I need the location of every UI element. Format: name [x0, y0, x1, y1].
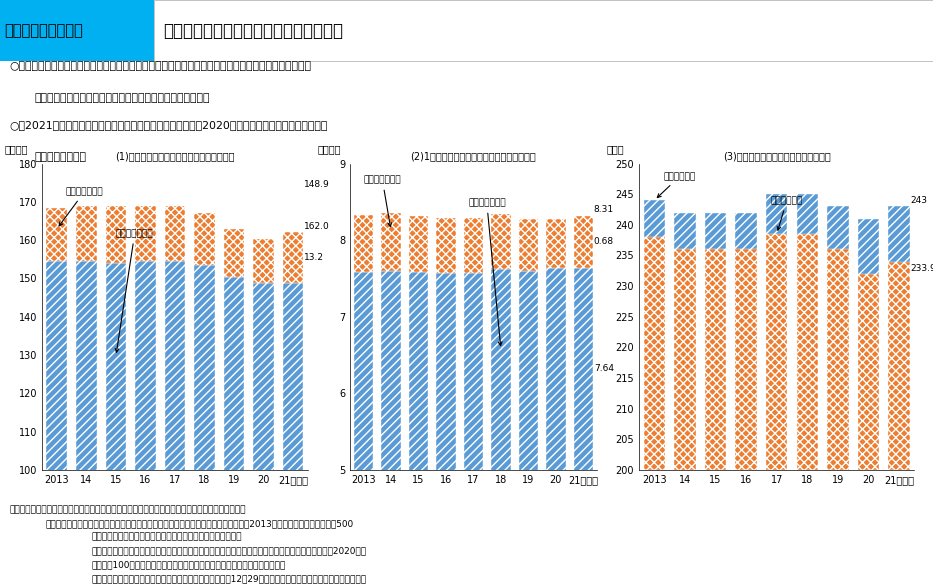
Text: は増加となった。: は増加となった。 — [35, 152, 87, 162]
Bar — [224, 277, 244, 584]
Bar — [409, 272, 428, 584]
Text: 7.64: 7.64 — [593, 364, 614, 373]
Bar — [574, 215, 593, 268]
Bar — [519, 271, 538, 584]
Bar — [857, 274, 879, 470]
Text: 人以上規模の事業所」についても再集計した値を示している。: 人以上規模の事業所」についても再集計した値を示している。 — [91, 533, 243, 542]
Bar — [735, 213, 757, 470]
Bar — [135, 206, 156, 261]
Text: （日）: （日） — [606, 144, 623, 154]
Bar — [105, 263, 126, 584]
Bar — [492, 214, 510, 269]
Bar — [283, 283, 303, 584]
FancyBboxPatch shape — [154, 0, 933, 61]
Bar — [194, 265, 215, 584]
Bar — [547, 268, 565, 584]
Bar — [797, 234, 818, 470]
Bar — [797, 194, 818, 470]
Bar — [644, 237, 665, 470]
Bar — [519, 219, 538, 271]
Bar — [675, 213, 696, 470]
Title: (3)年間平日日数と年間出勤日数の推移: (3)年間平日日数と年間出勤日数の推移 — [723, 151, 830, 161]
Text: ○　一般労働者の月間総実労働時間は、「働き方改革」の取組の進展等により年間出勤日数が低下傾向: ○ 一般労働者の月間総実労働時間は、「働き方改革」の取組の進展等により年間出勤日… — [9, 61, 312, 71]
Bar — [105, 206, 126, 263]
Bar — [354, 215, 373, 272]
Bar — [194, 213, 215, 265]
Bar — [766, 234, 787, 470]
Text: 243: 243 — [911, 196, 927, 205]
Bar — [888, 206, 910, 470]
Bar — [547, 220, 565, 268]
Title: (1)月間総実労働時間の推移（一般労働者）: (1)月間総実労働時間の推移（一般労働者） — [115, 151, 235, 161]
Text: で推移していることから、近年は減少傾向で推移している。: で推移していることから、近年は減少傾向で推移している。 — [35, 93, 211, 103]
Bar — [574, 268, 593, 584]
Bar — [888, 262, 910, 470]
Text: 所定外労働時間: 所定外労働時間 — [59, 187, 104, 226]
Bar — [253, 283, 274, 584]
Bar — [437, 273, 455, 584]
Bar — [704, 249, 726, 470]
Text: 所定内労働時間: 所定内労働時間 — [468, 199, 506, 346]
Bar — [735, 249, 757, 470]
Bar — [644, 200, 665, 470]
Bar — [828, 249, 849, 470]
Bar — [164, 206, 186, 261]
Bar — [253, 239, 274, 283]
Text: ３）（３）の年間平日日数を算出する際には、年末年始（12月29日～１月３日）のうち土日祝日でない日も祝: ３）（３）の年間平日日数を算出する際には、年末年始（12月29日～１月３日）のう… — [91, 574, 367, 583]
Bar — [704, 213, 726, 470]
Bar — [164, 261, 186, 584]
Text: 年間平日日数: 年間平日日数 — [658, 172, 696, 197]
Text: 一般労働者の月間総実労働時間の推移等: 一般労働者の月間総実労働時間の推移等 — [163, 22, 343, 40]
Bar — [354, 272, 373, 584]
Title: (2)1日当たり労働時間の推移（一般労働者）: (2)1日当たり労働時間の推移（一般労働者） — [411, 151, 536, 161]
Text: 年間出勤日数: 年間出勤日数 — [771, 196, 803, 230]
Bar — [135, 261, 156, 584]
Bar — [464, 273, 483, 584]
Bar — [382, 271, 400, 584]
Text: を乗じ、100で除し、時系列接続が可能となるように修正した実数値である。: を乗じ、100で除し、時系列接続が可能となるように修正した実数値である。 — [91, 561, 285, 569]
Bar — [47, 261, 67, 584]
Text: （注）　１）（１）は、事業所規模５人以上、調査産業計の値を示している。また、2013年以降において東京都の「500: （注） １）（１）は、事業所規模５人以上、調査産業計の値を示している。また、20… — [46, 519, 354, 528]
Bar — [857, 218, 879, 470]
Text: 資料出所　厚生労働省「毎月勤労統計調査」をもとに厚生労働省政策統括官付政策統括室にて作成: 資料出所 厚生労働省「毎月勤労統計調査」をもとに厚生労働省政策統括官付政策統括室… — [9, 505, 245, 514]
Bar — [492, 269, 510, 584]
Text: 148.9: 148.9 — [304, 180, 330, 189]
Bar — [464, 218, 483, 273]
Bar — [224, 229, 244, 277]
Bar — [76, 206, 97, 261]
FancyBboxPatch shape — [0, 0, 154, 61]
Bar — [382, 213, 400, 271]
Text: 8.31: 8.31 — [593, 205, 614, 214]
Text: 162.0: 162.0 — [304, 222, 330, 231]
Bar — [828, 206, 849, 470]
Text: 所定内労働時間: 所定内労働時間 — [115, 230, 153, 352]
Text: 13.2: 13.2 — [304, 253, 325, 262]
Bar — [409, 217, 428, 272]
Text: 第１－（３）－３図: 第１－（３）－３図 — [5, 23, 83, 38]
Text: ○　2021年は、所定内労働時間・所定外労働時間のいずれも2020年より増加し、月間総実労働時間: ○ 2021年は、所定内労働時間・所定外労働時間のいずれも2020年より増加し、… — [9, 120, 327, 130]
Text: （時間）: （時間） — [5, 144, 28, 154]
Bar — [437, 218, 455, 273]
Text: 0.68: 0.68 — [593, 237, 614, 246]
Text: ２）指数（総実労働時間指数、所定内労働時間指数、所定外労働時間指数）にそれぞれの基準数値（2020年）: ２）指数（総実労働時間指数、所定内労働時間指数、所定外労働時間指数）にそれぞれの… — [91, 547, 367, 555]
Bar — [766, 194, 787, 470]
Bar — [47, 207, 67, 261]
Text: （時間）: （時間） — [318, 144, 341, 154]
Bar — [76, 261, 97, 584]
Text: 所定外労働時間: 所定外労働時間 — [364, 176, 401, 227]
Bar — [283, 232, 303, 283]
Bar — [675, 249, 696, 470]
Text: 233.9: 233.9 — [911, 264, 933, 273]
